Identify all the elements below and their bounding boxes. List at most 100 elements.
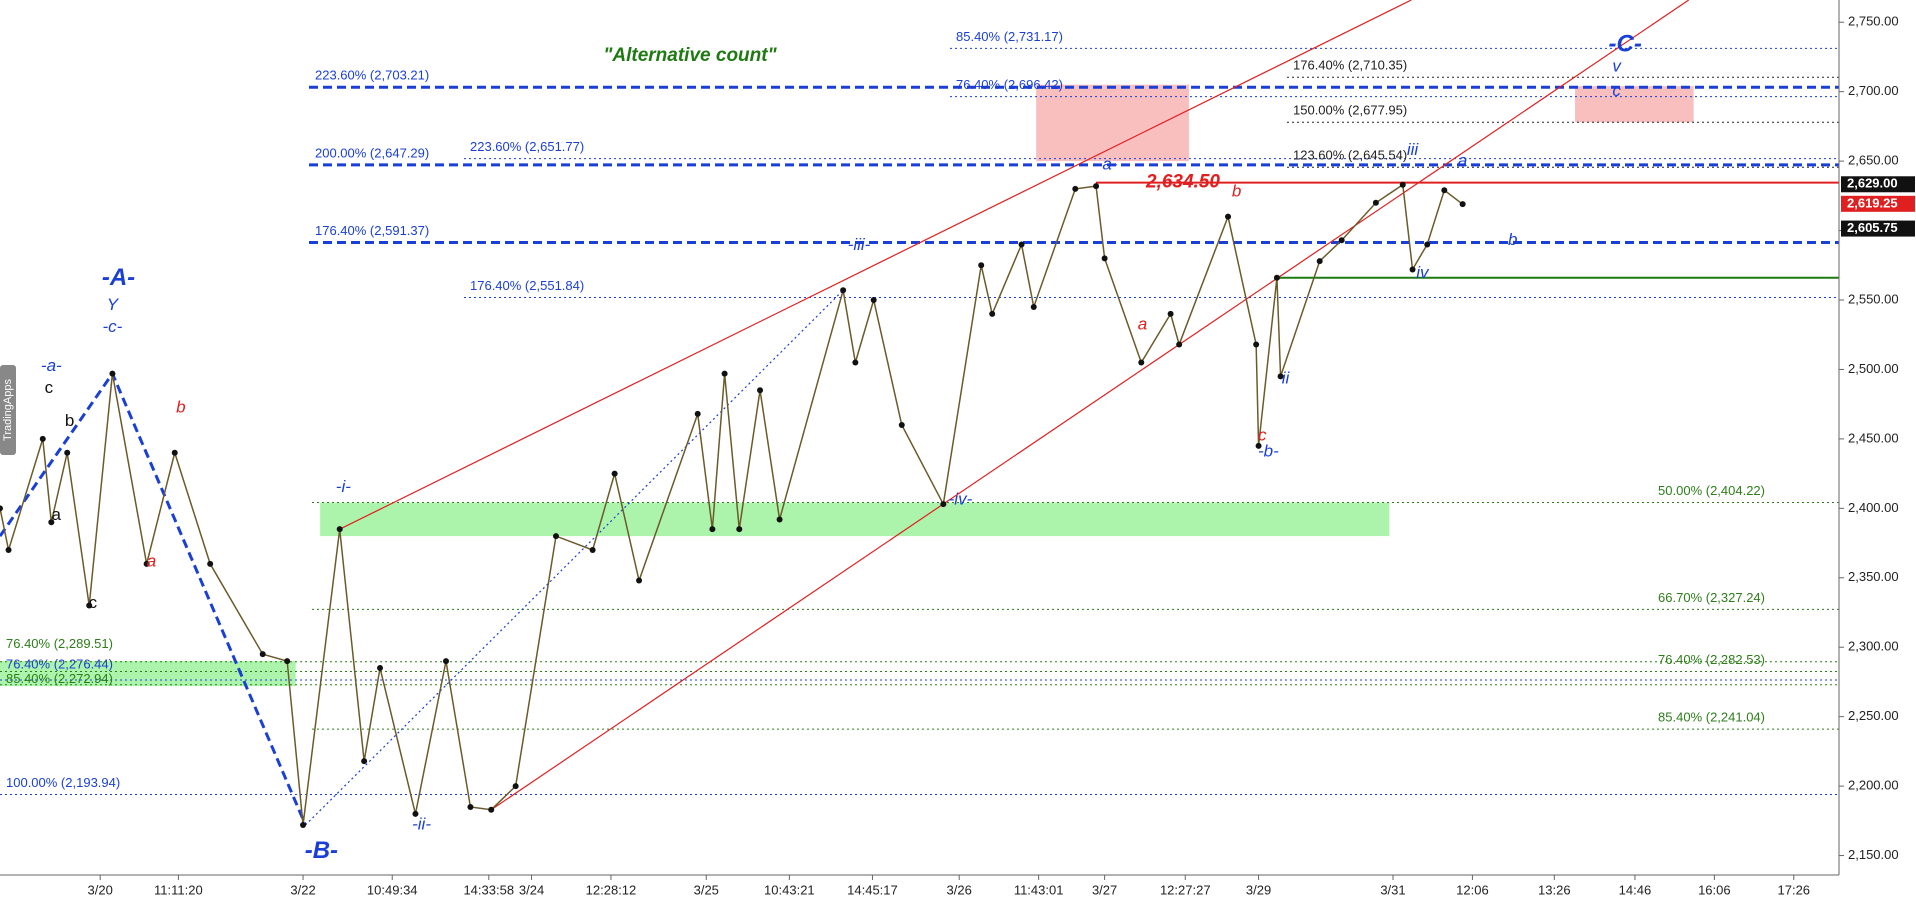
x-tick-label: 11:43:01 xyxy=(1014,882,1064,897)
x-tick-label: 10:49:34 xyxy=(367,882,418,897)
swing-dot xyxy=(757,387,764,394)
wave-label: -B- xyxy=(305,837,338,864)
swing-dot xyxy=(736,526,743,533)
level-label: 100.00% (2,193.94) xyxy=(6,775,120,790)
level-label: 66.70% (2,327.24) xyxy=(1658,590,1765,605)
swing-dot xyxy=(1273,274,1280,281)
x-tick-label: 16:06 xyxy=(1698,882,1731,897)
chart-title: "Alternative count" xyxy=(603,45,777,66)
swing-dot xyxy=(1255,442,1262,449)
x-tick-label: 13:26 xyxy=(1538,882,1571,897)
swing-dot xyxy=(1372,199,1379,206)
swing-dot xyxy=(488,806,495,813)
zone xyxy=(1575,86,1694,123)
swing-dot xyxy=(1409,266,1416,273)
y-tick-label: 2,650.00 xyxy=(1848,153,1899,168)
x-tick-label: 14:46 xyxy=(1619,882,1652,897)
level-label: 85.40% (2,241.04) xyxy=(1658,710,1765,725)
swing-dot xyxy=(1441,187,1448,194)
watermark-tab xyxy=(0,365,16,455)
wave-label: -a- xyxy=(41,356,62,375)
trendline xyxy=(0,370,307,826)
swing-dot xyxy=(1030,303,1037,310)
swing-dot xyxy=(1338,237,1345,244)
swing-dot xyxy=(552,533,559,540)
x-tick-label: 3/25 xyxy=(694,882,719,897)
swing-dot xyxy=(443,658,450,665)
wave-label: ii xyxy=(1282,368,1291,387)
swing-dot xyxy=(940,501,947,508)
wave-label: c xyxy=(45,378,54,397)
x-tick-label: 12:28:12 xyxy=(586,882,637,897)
wave-label: -A- xyxy=(102,264,135,291)
level-label: 85.40% (2,731.17) xyxy=(956,29,1063,44)
x-tick-label: 3/20 xyxy=(88,882,113,897)
swing-dot xyxy=(1018,241,1025,248)
swing-dot xyxy=(1101,255,1108,262)
swing-dot xyxy=(989,310,996,317)
y-tick-label: 2,400.00 xyxy=(1848,500,1899,515)
swing-dot xyxy=(1277,373,1284,380)
watermark: TradingApps xyxy=(0,365,16,455)
level-label: 123.60% (2,645.54) xyxy=(1293,148,1407,163)
swing-dot xyxy=(412,810,419,817)
level-label: 76.40% (2,282.53) xyxy=(1658,652,1765,667)
swing-dot xyxy=(709,526,716,533)
wave-label: b xyxy=(176,398,185,417)
level-label: 85.40% (2,272.94) xyxy=(6,671,113,686)
zone xyxy=(320,502,1390,537)
y-tick-label: 2,500.00 xyxy=(1848,361,1899,376)
wave-label: iii xyxy=(1407,140,1420,159)
swing-dot xyxy=(207,560,214,567)
swing-dot xyxy=(1424,241,1431,248)
level-label: 223.60% (2,651.77) xyxy=(470,139,584,154)
swing-dot xyxy=(5,547,12,553)
wave-label: -ii- xyxy=(412,814,431,833)
x-tick-label: 3/26 xyxy=(947,882,972,897)
swing-dot xyxy=(776,516,783,523)
wave-label: Y xyxy=(107,295,120,314)
y-tick-label: 2,450.00 xyxy=(1848,430,1899,445)
x-tick-label: 12:27:27 xyxy=(1160,882,1211,897)
swing-dot xyxy=(467,803,474,810)
trendline xyxy=(305,289,844,826)
x-tick-label: 14:33:58 xyxy=(463,882,514,897)
wave-label: -b- xyxy=(1258,442,1279,461)
price-badge-label: 2,619.25 xyxy=(1847,195,1898,210)
x-tick-label: 3/31 xyxy=(1380,882,1405,897)
x-tick-label: 12:06 xyxy=(1456,882,1489,897)
swing-dot xyxy=(300,822,307,828)
wave-label: a xyxy=(1138,315,1147,334)
wave-label: -iii- xyxy=(848,235,871,254)
y-tick-label: 2,550.00 xyxy=(1848,291,1899,306)
wave-label: b xyxy=(65,411,74,430)
price-badge-label: 2,605.75 xyxy=(1847,220,1898,235)
swing-dot xyxy=(1316,258,1323,265)
swing-dot xyxy=(1253,341,1260,348)
x-tick-label: 3/27 xyxy=(1092,882,1117,897)
swing-dot xyxy=(852,359,859,366)
swing-dot xyxy=(64,449,71,456)
swing-dot xyxy=(721,370,728,377)
swing-dot xyxy=(0,505,3,512)
swing-dot xyxy=(1167,310,1174,317)
y-tick-label: 2,300.00 xyxy=(1848,639,1899,654)
wave-label: c xyxy=(89,593,98,612)
swing-dot xyxy=(336,526,343,533)
level-label: 176.40% (2,710.35) xyxy=(1293,58,1407,73)
swing-dot xyxy=(143,560,150,567)
swing-dot xyxy=(361,758,368,765)
swing-dot xyxy=(870,297,877,303)
swing-dot xyxy=(48,519,55,526)
wave-label: -i- xyxy=(336,477,351,496)
wave-label: v xyxy=(1612,57,1622,76)
y-tick-label: 2,700.00 xyxy=(1848,83,1899,98)
x-tick-label: 14:45:17 xyxy=(847,882,898,897)
wave-label: b xyxy=(1232,181,1241,200)
x-tick-label: 10:43:21 xyxy=(764,882,815,897)
y-tick-label: 2,250.00 xyxy=(1848,708,1899,723)
x-tick-label: 3/22 xyxy=(290,882,315,897)
level-label: 2,634.50 xyxy=(1145,172,1220,193)
